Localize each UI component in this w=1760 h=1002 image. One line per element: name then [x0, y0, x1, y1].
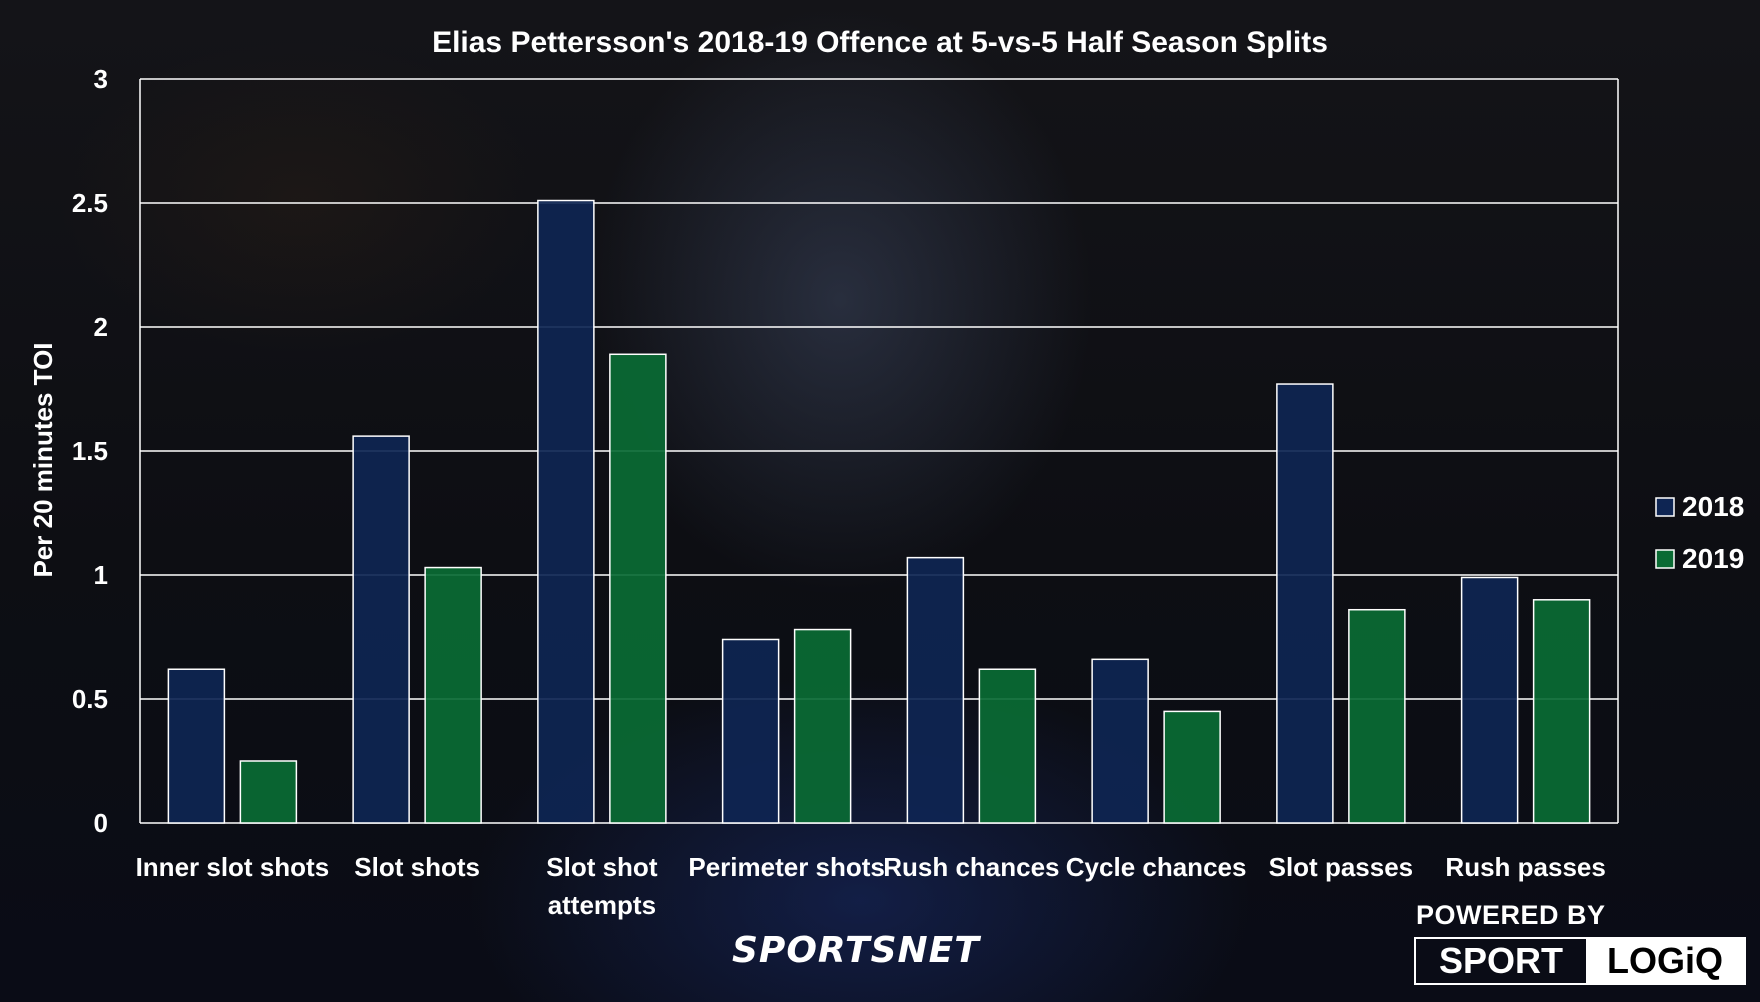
x-category-label: Slot shots [354, 852, 480, 882]
sportlogiq-badge: POWERED BY SPORT LOGiQ [1414, 900, 1746, 985]
y-axis-label: Per 20 minutes TOI [28, 342, 58, 577]
legend-label-2019: 2019 [1682, 543, 1744, 574]
bar-2018 [1276, 383, 1334, 824]
y-tick-label: 3 [94, 64, 108, 94]
legend-label-2018: 2018 [1682, 491, 1744, 522]
bar-2018 [721, 638, 780, 824]
y-tick-label: 1 [94, 560, 108, 590]
sportsnet-logo: SPORTSNET [732, 930, 980, 971]
logo-logiq-text: LOGiQ [1586, 939, 1744, 983]
bar-2019 [978, 668, 1037, 824]
bar-2019 [1532, 599, 1591, 824]
bar-2019 [424, 566, 482, 824]
x-category-line: Slot shots [354, 852, 480, 882]
x-category-label: Inner slot shots [136, 852, 330, 882]
powered-by-text: POWERED BY [1416, 900, 1606, 930]
x-category-line: Inner slot shots [136, 852, 330, 882]
x-category-label: Slot passes [1269, 852, 1414, 882]
y-tick-label: 1.5 [72, 436, 108, 466]
x-category-line: Slot shot [546, 852, 658, 882]
x-category-line: Perimeter shots [688, 852, 885, 882]
bar-2019 [1163, 710, 1221, 824]
bar-2019 [609, 353, 667, 824]
legend-swatch-2019 [1655, 549, 1675, 569]
x-category-label: Slot shot attempts [546, 852, 658, 920]
chart-title: Elias Pettersson's 2018-19 Offence at 5-… [432, 26, 1328, 59]
x-category-label: Rush passes [1445, 852, 1605, 882]
legend-swatch-2018 [1655, 497, 1675, 517]
y-tick-label: 0 [94, 808, 108, 838]
x-category-label: Perimeter shots [688, 852, 885, 882]
bar-2018 [1460, 576, 1519, 824]
x-category-label: Cycle chances [1066, 852, 1247, 882]
bars [167, 199, 1591, 824]
x-category-line: Rush passes [1445, 852, 1605, 882]
x-category-label: Rush chances [883, 852, 1059, 882]
bar-2018 [1091, 658, 1149, 824]
y-tick-label: 2 [94, 312, 108, 342]
bar-2018 [352, 435, 410, 824]
legend: 2018 2019 [1655, 491, 1744, 574]
y-axis-ticks: 0 0.5 1 1.5 2 2.5 3 [72, 64, 108, 838]
x-category-line: attempts [548, 890, 656, 920]
x-category-line: Slot passes [1269, 852, 1414, 882]
sportlogiq-logo: SPORT LOGiQ [1414, 937, 1746, 985]
logo-sport-text: SPORT [1438, 940, 1563, 981]
y-tick-label: 0.5 [72, 684, 108, 714]
bar-2018 [167, 668, 226, 824]
x-category-line: Cycle chances [1066, 852, 1247, 882]
x-category-line: Rush chances [883, 852, 1059, 882]
bar-2018 [537, 199, 595, 824]
bar-2019 [239, 760, 298, 824]
bar-2019 [793, 628, 852, 824]
bar-2019 [1348, 608, 1406, 824]
x-axis-categories: Inner slot shots Slot shots Slot shot attem… [136, 852, 1606, 920]
bar-2018 [906, 556, 965, 824]
y-tick-label: 2.5 [72, 188, 108, 218]
